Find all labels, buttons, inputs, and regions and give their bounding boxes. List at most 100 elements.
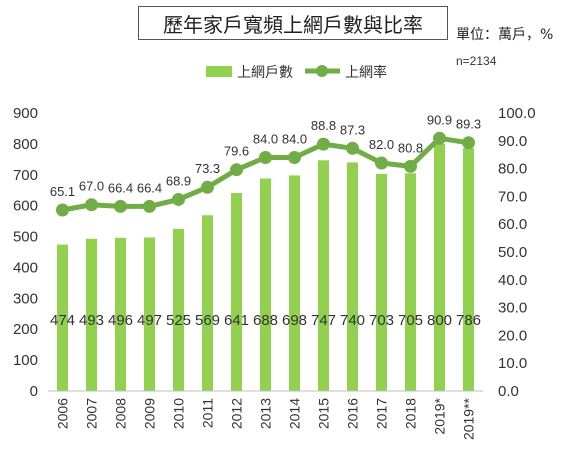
rate-point <box>201 180 214 194</box>
rate-point <box>114 199 127 213</box>
rate-point <box>462 136 475 150</box>
bar-value-label: 496 <box>108 312 133 329</box>
bar-value-label: 688 <box>253 312 278 329</box>
rate-point <box>375 156 388 170</box>
rate-value-label: 88.8 <box>311 118 336 133</box>
sample-size-label: n=2134 <box>456 54 497 68</box>
bar <box>260 178 271 391</box>
left-axis-tick-label: 600 <box>13 198 38 215</box>
line-data-labels: 65.1 67.0 66.4 66.4 68.9 73.3 79.6 84.0 84.0 88.8… <box>50 112 481 199</box>
bar-value-label: 786 <box>456 312 481 329</box>
bar <box>463 148 474 391</box>
left-axis-tick-label: 500 <box>13 229 38 246</box>
legend-bar-swatch <box>206 66 232 77</box>
bar <box>57 244 68 391</box>
bar-value-label: 800 <box>427 312 452 329</box>
bar-series <box>57 143 474 391</box>
rate-point <box>143 199 156 213</box>
left-axis-tick-label: 700 <box>13 167 38 184</box>
x-axis-tick-label: 2010 <box>171 398 187 429</box>
x-axis-tick-label: 2008 <box>113 398 129 429</box>
bar <box>434 143 445 391</box>
rate-value-label: 84.0 <box>282 131 307 146</box>
rate-value-label: 67.0 <box>79 179 104 194</box>
rate-value-label: 66.4 <box>108 180 133 195</box>
bar-value-label: 703 <box>369 312 394 329</box>
rate-point <box>172 192 185 206</box>
x-axis-tick-label: 2013 <box>258 398 274 429</box>
rate-point <box>433 131 446 145</box>
x-axis-tick-label: 2018 <box>403 398 419 429</box>
legend-line-label: 上網率 <box>345 64 387 80</box>
right-axis-tick-label: 100.0 <box>498 105 536 122</box>
rate-value-label: 65.1 <box>50 184 75 199</box>
bar <box>376 173 387 391</box>
rate-point <box>56 203 69 217</box>
bar-data-labels: 474 493 496 497 525 569 641 688 698 747 740 703 705 8… <box>50 312 481 329</box>
rate-value-label: 82.0 <box>369 137 394 152</box>
left-axis-tick-label: 900 <box>13 105 38 122</box>
left-y-axis: 0 100 200 300 400 500 600 700 800 900 <box>13 105 38 400</box>
rate-value-label: 84.0 <box>253 131 278 146</box>
rate-point <box>259 150 272 164</box>
x-axis-tick-label: 2015 <box>316 398 332 429</box>
left-axis-tick-label: 100 <box>13 352 38 369</box>
rate-value-label: 80.8 <box>398 140 423 155</box>
bar-value-label: 641 <box>224 312 249 329</box>
bar <box>347 162 358 391</box>
right-y-axis: 0.0 10.0 20.0 30.0 40.0 50.0 60.0 70.0 80.0 90.0 1… <box>498 105 536 400</box>
x-axis-tick-label: 2011 <box>200 398 216 428</box>
left-axis-tick-label: 800 <box>13 136 38 153</box>
left-axis-tick-label: 0 <box>30 383 38 400</box>
bar-value-label: 747 <box>311 312 336 329</box>
right-axis-tick-label: 20.0 <box>498 327 527 344</box>
rate-point <box>230 163 243 177</box>
rate-point <box>346 141 359 155</box>
bar-value-label: 740 <box>340 312 365 329</box>
legend-line-marker <box>316 65 328 77</box>
right-axis-tick-label: 0.0 <box>498 383 519 400</box>
left-axis-tick-label: 200 <box>13 321 38 338</box>
rate-value-label: 73.3 <box>195 161 220 176</box>
bar <box>86 238 97 391</box>
bar <box>144 237 155 391</box>
x-axis-tick-label: 2016 <box>345 398 361 429</box>
right-axis-tick-label: 10.0 <box>498 355 527 372</box>
rate-value-label: 79.6 <box>224 144 249 159</box>
right-axis-tick-label: 60.0 <box>498 216 527 233</box>
rate-value-label: 89.3 <box>456 117 481 132</box>
right-axis-tick-label: 90.0 <box>498 133 527 150</box>
bar-value-label: 493 <box>79 312 104 329</box>
x-axis-tick-label: 2012 <box>229 398 245 429</box>
x-axis-tick-label: 2006 <box>55 398 71 429</box>
rate-point <box>317 137 330 151</box>
right-axis-tick-label: 50.0 <box>498 244 527 261</box>
x-axis-tick-label: 2009 <box>142 398 158 429</box>
bar-value-label: 698 <box>282 312 307 329</box>
right-axis-tick-label: 80.0 <box>498 161 527 178</box>
rate-value-label: 90.9 <box>427 112 452 127</box>
rate-point <box>404 159 417 173</box>
right-axis-tick-label: 70.0 <box>498 188 527 205</box>
x-axis-tick-label: 2019* <box>432 397 448 434</box>
bar <box>202 215 213 391</box>
chart-title: 歷年家戶寬頻上網戶數與比率 <box>138 6 448 40</box>
chart-legend: 上網戶數 上網率 <box>206 64 387 80</box>
bar <box>289 175 300 391</box>
rate-value-label: 68.9 <box>166 173 191 188</box>
left-axis-tick-label: 400 <box>13 259 38 276</box>
bar-value-label: 525 <box>166 312 191 329</box>
x-axis-tick-label: 2019** <box>461 397 477 440</box>
left-axis-tick-label: 300 <box>13 290 38 307</box>
bar-value-label: 474 <box>50 312 75 329</box>
right-axis-tick-label: 30.0 <box>498 300 527 317</box>
x-axis-tick-label: 2007 <box>84 398 100 429</box>
bar <box>231 193 242 391</box>
bar-value-label: 569 <box>195 312 220 329</box>
right-axis-tick-label: 40.0 <box>498 272 527 289</box>
bar-value-label: 497 <box>137 312 162 329</box>
bar <box>173 228 184 391</box>
x-axis-tick-label: 2017 <box>374 398 390 429</box>
x-axis-tick-label: 2014 <box>287 398 303 429</box>
